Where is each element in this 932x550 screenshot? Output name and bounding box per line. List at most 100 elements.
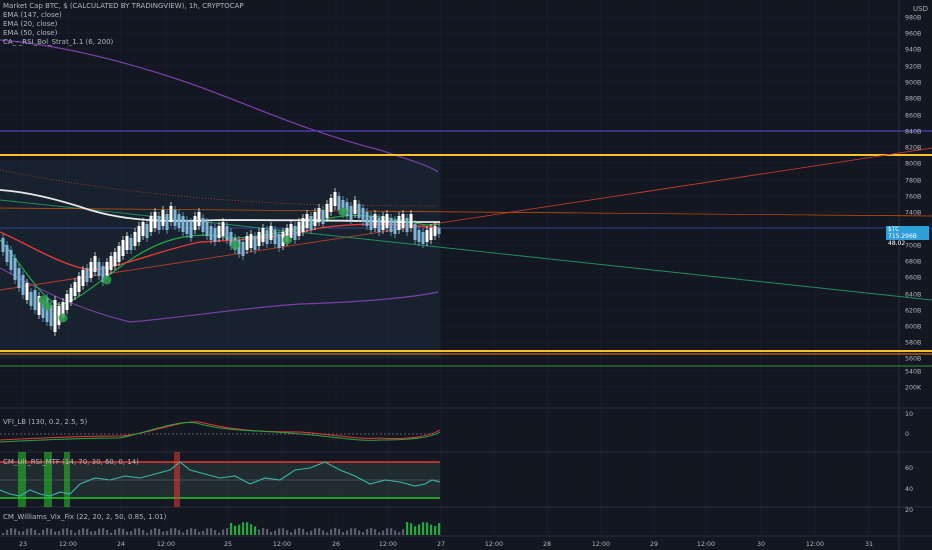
vix-bar bbox=[398, 532, 401, 535]
vix-bar bbox=[30, 528, 33, 535]
rsi-pane[interactable] bbox=[0, 452, 441, 507]
y-tick-label: 840B bbox=[905, 129, 921, 136]
candle-body bbox=[409, 214, 413, 228]
vix-bar bbox=[426, 522, 429, 535]
candle-body bbox=[273, 230, 277, 244]
vix-bar bbox=[334, 528, 337, 535]
vix-bar bbox=[314, 528, 317, 535]
candle-body bbox=[349, 206, 353, 220]
candle-body bbox=[21, 275, 25, 295]
williams-legend[interactable]: CM_Williams_Vix_Fix (22, 20, 2, 50, 0.85… bbox=[3, 513, 167, 521]
candle-body bbox=[121, 240, 125, 256]
vix-bar bbox=[414, 526, 417, 535]
candle-body bbox=[221, 222, 225, 236]
vix-bar bbox=[246, 522, 249, 535]
vix-bar bbox=[142, 530, 145, 535]
bollinger-mid bbox=[0, 169, 439, 207]
candle-body bbox=[77, 276, 81, 292]
candle-body bbox=[277, 234, 281, 248]
candle-body bbox=[125, 236, 129, 250]
candle-body bbox=[145, 224, 149, 238]
candle-body bbox=[429, 228, 433, 240]
y-tick-label: 700B bbox=[905, 243, 921, 250]
vix-bar bbox=[10, 528, 13, 535]
vix-bar bbox=[70, 529, 73, 535]
vix-bar bbox=[18, 531, 21, 535]
candle-body bbox=[289, 224, 293, 238]
x-tick-label: 12:00 bbox=[592, 541, 610, 548]
candle-body bbox=[393, 220, 397, 234]
vix-bar bbox=[174, 528, 177, 535]
candle-body bbox=[69, 288, 73, 302]
vix-bar bbox=[14, 528, 17, 535]
vix-bar bbox=[158, 528, 161, 535]
y-tick-label: 920B bbox=[905, 64, 921, 71]
y-tick-label: 900B bbox=[905, 80, 921, 87]
candle-body bbox=[345, 202, 349, 216]
vix-bar bbox=[190, 528, 193, 535]
candle-body bbox=[157, 216, 161, 230]
vix-bar bbox=[42, 529, 45, 535]
candle-body bbox=[433, 226, 437, 236]
candle-body bbox=[397, 216, 401, 230]
vix-bar bbox=[34, 529, 37, 535]
legend-ema147[interactable]: EMA (147, close) bbox=[3, 11, 62, 19]
vix-bar bbox=[90, 531, 93, 535]
vix-bar bbox=[382, 530, 385, 535]
candle-body bbox=[361, 208, 365, 222]
candle-body bbox=[329, 198, 333, 212]
candle-body bbox=[333, 192, 337, 206]
candle-body bbox=[9, 250, 13, 270]
vix-bar bbox=[346, 530, 349, 535]
candle-body bbox=[225, 226, 229, 240]
legend-rsi-bol-strategy[interactable]: CA_-_RSI_Bol_Strat_1.1 (6, 200) bbox=[3, 38, 114, 46]
rsi-legend[interactable]: CM_Ult_RSI_MTF (14, 70, 30, 60, 0, 14) bbox=[3, 458, 139, 466]
x-tick-label: 12:00 bbox=[59, 541, 77, 548]
vfi-pane[interactable] bbox=[0, 421, 441, 443]
candle-body bbox=[201, 218, 205, 232]
candle-body bbox=[41, 300, 45, 318]
candle-body bbox=[73, 282, 77, 296]
price-axis[interactable]: 980B 960B 940B 920B 900B 880B 860B 840B 820B 800B… bbox=[905, 15, 922, 515]
candle-body bbox=[185, 220, 189, 234]
candle-body bbox=[301, 218, 305, 232]
x-tick-label: 12:00 bbox=[485, 541, 503, 548]
candle-body bbox=[253, 236, 257, 250]
main-price-pane[interactable] bbox=[0, 39, 932, 367]
candle-body bbox=[117, 246, 121, 262]
y-tick-label: 580B bbox=[905, 340, 921, 347]
vix-bar bbox=[326, 532, 329, 535]
rsi-highlight-bar bbox=[174, 452, 180, 507]
buy-signal-marker bbox=[338, 207, 348, 217]
x-tick-label: 28 bbox=[543, 541, 551, 548]
candle-body bbox=[353, 200, 357, 214]
vfi-line bbox=[0, 422, 441, 443]
time-axis[interactable]: 23 12:00 24 12:00 25 12:00 26 12:00 27 12:00 28 12:… bbox=[19, 541, 873, 548]
candle-body bbox=[305, 214, 309, 228]
candle-body bbox=[65, 294, 69, 310]
vfi-legend[interactable]: VFI_LB (130, 0.2, 2.5, 5) bbox=[3, 418, 88, 426]
candle-body bbox=[309, 216, 313, 230]
legend-ema50[interactable]: EMA (50, close) bbox=[3, 29, 58, 37]
vix-bar bbox=[222, 529, 225, 535]
x-tick-label: 26 bbox=[332, 541, 340, 548]
candle-body bbox=[97, 262, 101, 276]
candle-body bbox=[161, 210, 165, 226]
vix-bar bbox=[110, 532, 113, 535]
candle-body bbox=[189, 222, 193, 238]
candle-body bbox=[81, 270, 85, 286]
y-tick-label: 640B bbox=[905, 292, 921, 299]
vix-bar bbox=[182, 532, 185, 535]
vix-bar bbox=[238, 524, 241, 535]
williams-vix-pane[interactable] bbox=[2, 522, 441, 535]
vix-bar bbox=[162, 531, 165, 535]
candle-body bbox=[49, 305, 53, 326]
vix-bar bbox=[134, 528, 137, 535]
buy-signal-marker bbox=[58, 313, 68, 323]
vix-bar bbox=[166, 530, 169, 535]
candle-body bbox=[421, 232, 425, 244]
legend-ema20[interactable]: EMA (20, close) bbox=[3, 20, 58, 28]
candle-body bbox=[369, 216, 373, 230]
candle-body bbox=[165, 214, 169, 230]
